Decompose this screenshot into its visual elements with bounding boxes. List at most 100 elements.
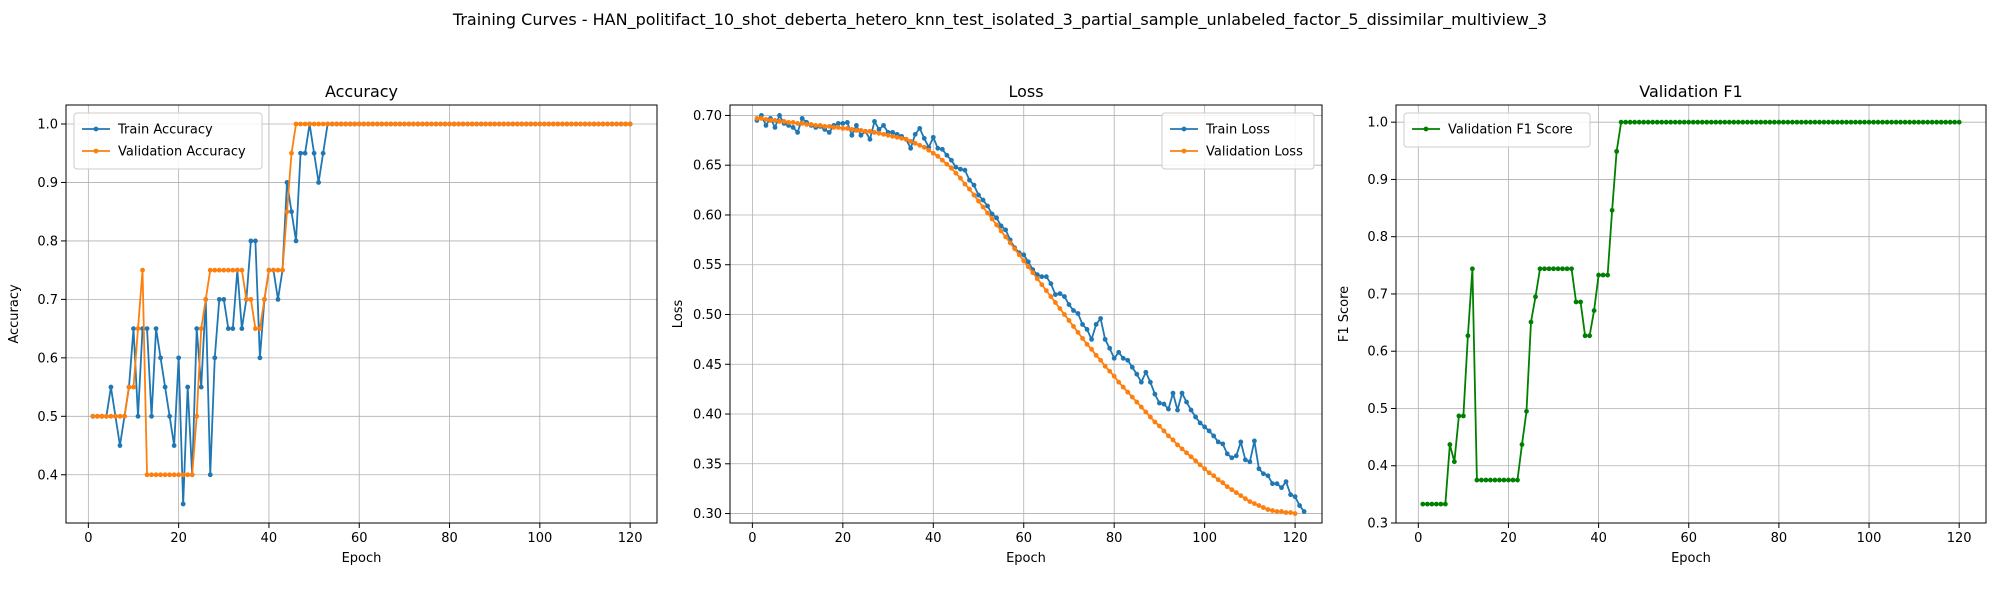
data-point — [438, 121, 443, 127]
y-tick-label: 1.0 — [1367, 116, 1388, 131]
data-point — [1197, 462, 1203, 468]
data-point — [890, 129, 895, 135]
data-point — [1007, 240, 1013, 246]
data-point — [370, 121, 376, 127]
data-point — [1242, 457, 1248, 463]
data-point — [149, 413, 154, 419]
data-point — [1596, 272, 1602, 278]
x-tick-label: 0 — [1414, 531, 1422, 546]
data-point — [822, 123, 828, 129]
legend-box — [73, 112, 263, 170]
data-point — [311, 121, 317, 127]
data-point — [1116, 379, 1122, 385]
data-point — [104, 413, 109, 419]
data-point — [1134, 399, 1140, 405]
data-point — [469, 121, 475, 127]
data-point — [388, 121, 394, 127]
data-point — [230, 326, 236, 332]
data-point — [225, 326, 231, 332]
data-point — [252, 326, 258, 332]
data-point — [284, 209, 290, 215]
data-point — [799, 121, 805, 126]
data-point — [284, 180, 290, 185]
data-point — [1279, 509, 1284, 514]
data-point — [994, 215, 1000, 221]
y-tick-label: 0.45 — [693, 358, 722, 373]
data-point — [280, 267, 285, 273]
data-point — [1835, 119, 1840, 125]
data-point — [1107, 368, 1113, 374]
legend-label: Validation Accuracy — [118, 145, 246, 160]
data-point — [329, 121, 335, 127]
data-point — [759, 116, 764, 121]
data-point — [176, 472, 182, 478]
data-point — [1880, 119, 1885, 125]
data-point — [1844, 119, 1849, 125]
x-tick-label: 120 — [618, 531, 643, 546]
data-point — [1075, 330, 1081, 335]
data-point — [113, 413, 118, 419]
data-point — [325, 121, 331, 127]
data-point — [1663, 119, 1669, 125]
legend-box — [1403, 112, 1591, 148]
data-point — [252, 238, 258, 244]
data-point — [1722, 119, 1728, 125]
data-point — [817, 123, 823, 128]
data-point — [582, 121, 588, 127]
data-point — [1197, 420, 1203, 426]
data-point — [1668, 119, 1674, 125]
data-point — [795, 129, 801, 135]
y-tick-label: 0.4 — [1367, 459, 1388, 474]
data-point — [971, 192, 977, 198]
data-point — [1016, 252, 1022, 258]
data-point — [514, 121, 520, 127]
data-point — [298, 150, 303, 156]
data-point — [1270, 481, 1275, 487]
data-point — [379, 121, 385, 127]
data-point — [939, 157, 945, 163]
data-point — [487, 121, 493, 127]
y-tick-label: 0.65 — [693, 159, 722, 174]
data-point — [1193, 458, 1198, 464]
data-point — [1812, 119, 1818, 125]
data-point — [180, 472, 186, 478]
data-point — [117, 413, 123, 419]
y-tick-label: 0.35 — [693, 457, 722, 472]
data-point — [1605, 272, 1611, 278]
y-axis-label: Loss — [671, 300, 686, 329]
data-point — [962, 167, 968, 173]
x-tick-label: 0 — [748, 531, 756, 546]
data-point — [867, 136, 873, 142]
data-point — [872, 119, 877, 124]
y-tick-label: 0.5 — [37, 410, 58, 425]
data-point — [243, 296, 249, 302]
data-point — [180, 501, 186, 507]
data-point — [754, 116, 760, 121]
data-point — [908, 138, 914, 144]
data-point — [1220, 441, 1226, 447]
data-point — [1057, 306, 1063, 311]
data-point — [1039, 282, 1045, 288]
data-point — [1456, 413, 1462, 419]
x-tick-label: 40 — [1590, 531, 1607, 546]
data-point — [1433, 501, 1439, 507]
data-point — [989, 216, 995, 222]
data-point — [1591, 308, 1597, 313]
data-point — [1762, 119, 1768, 125]
data-point — [126, 384, 132, 390]
data-point — [302, 121, 308, 127]
data-point — [605, 121, 610, 127]
data-point — [1889, 119, 1894, 125]
data-point — [1857, 119, 1863, 125]
data-point — [1161, 401, 1167, 407]
data-point — [849, 132, 855, 138]
data-point — [1120, 384, 1126, 390]
data-point — [1247, 499, 1253, 505]
data-point — [813, 123, 819, 128]
x-tick-label: 60 — [351, 531, 368, 546]
data-point — [948, 157, 954, 163]
data-point — [944, 161, 950, 167]
data-point — [1916, 119, 1922, 125]
legend-label: Train Loss — [1205, 123, 1270, 138]
data-point — [569, 121, 574, 127]
